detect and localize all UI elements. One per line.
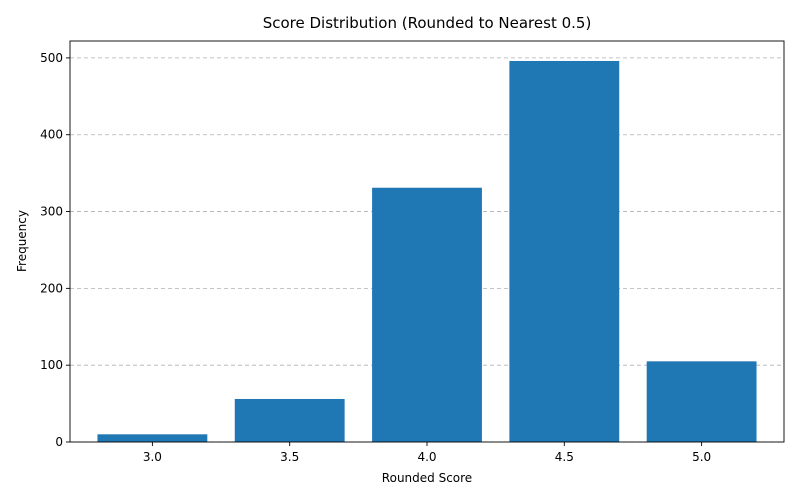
bar-4-5 [509, 60, 620, 443]
y-tick-label: 0 [55, 435, 63, 449]
bar-3-0 [97, 434, 208, 442]
y-tick-label: 400 [40, 128, 63, 142]
x-tick-label: 3.5 [280, 450, 299, 464]
x-tick-label: 3.0 [143, 450, 162, 464]
x-axis-label: Rounded Score [382, 471, 472, 485]
y-tick-label: 100 [40, 358, 63, 372]
chart-title: Score Distribution (Rounded to Nearest 0… [263, 14, 592, 32]
bar-layer [97, 60, 757, 443]
bar-5-0 [646, 361, 757, 442]
y-tick-label: 200 [40, 281, 63, 295]
x-tick-label: 5.0 [692, 450, 711, 464]
bar-4-0 [372, 187, 482, 442]
x-tick-label: 4.0 [417, 450, 436, 464]
y-tick-label: 500 [40, 51, 63, 65]
bar-3-5 [234, 398, 345, 442]
y-axis-label: Frequency [15, 210, 29, 272]
x-axis: 3.0 3.5 4.0 4.5 5.0 [143, 442, 711, 464]
y-axis: 0 100 200 300 400 500 [40, 51, 70, 449]
x-tick-label: 4.5 [555, 450, 574, 464]
y-tick-label: 300 [40, 205, 63, 219]
